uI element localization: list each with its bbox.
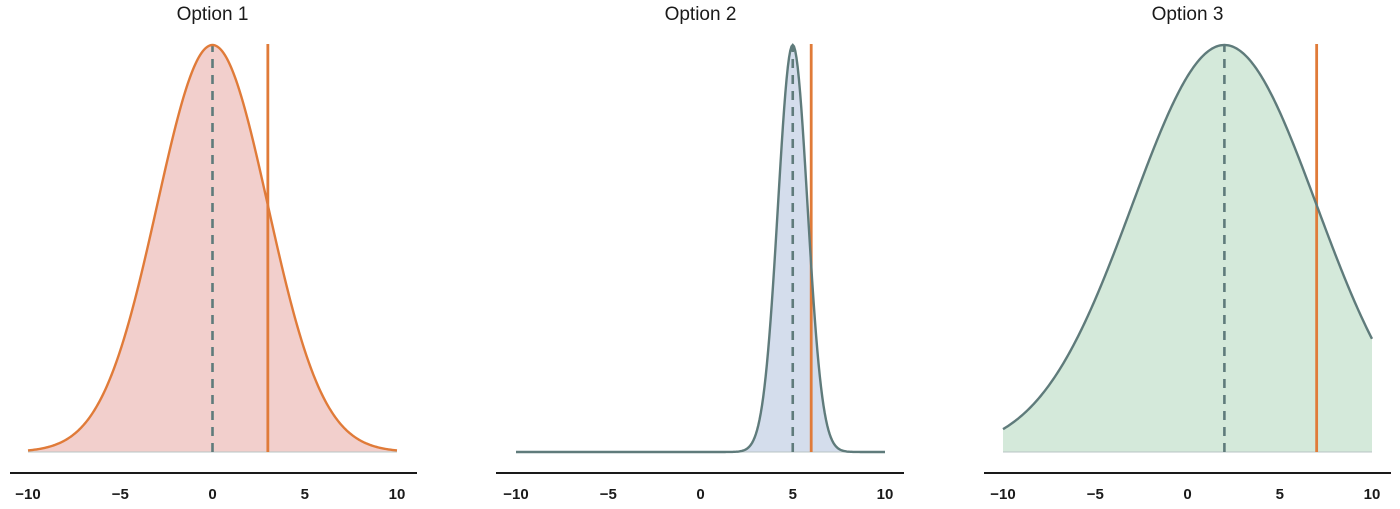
x-tick-label: 10 xyxy=(1364,486,1381,503)
x-tick-label: 5 xyxy=(301,486,309,503)
x-tick-label: 0 xyxy=(696,486,704,503)
x-tick-label: 5 xyxy=(789,486,797,503)
panel-title: Option 3 xyxy=(1152,4,1224,25)
panel-title: Option 2 xyxy=(665,4,737,25)
x-tick-label: −5 xyxy=(112,486,129,503)
density-curve-1 xyxy=(27,43,398,452)
x-tick-label: −10 xyxy=(503,486,528,503)
x-tick-label: 5 xyxy=(1276,486,1284,503)
x-tick-label: −5 xyxy=(1087,486,1104,503)
density-area-3 xyxy=(1003,45,1372,452)
x-tick-label: −5 xyxy=(600,486,617,503)
density-curve-2 xyxy=(516,43,885,454)
x-tick-label: 0 xyxy=(1183,486,1191,503)
density-area-2 xyxy=(516,45,885,452)
chart-panel-1: −10 −5 0 5 10 Option 1 xyxy=(10,4,417,503)
density-area-1 xyxy=(28,45,397,452)
x-tick-label: 0 xyxy=(208,486,216,503)
x-tick-label: 10 xyxy=(389,486,406,503)
x-tick-label: 10 xyxy=(877,486,894,503)
chart-panel-2: −10 −5 0 5 10 Option 2 xyxy=(496,4,904,503)
chart-panel-3: −10 −5 0 5 10 Option 3 xyxy=(984,4,1391,503)
x-tick-label: −10 xyxy=(990,486,1015,503)
x-tick-label: −10 xyxy=(15,486,40,503)
panel-title: Option 1 xyxy=(177,4,249,25)
density-curve-3 xyxy=(1002,43,1374,431)
